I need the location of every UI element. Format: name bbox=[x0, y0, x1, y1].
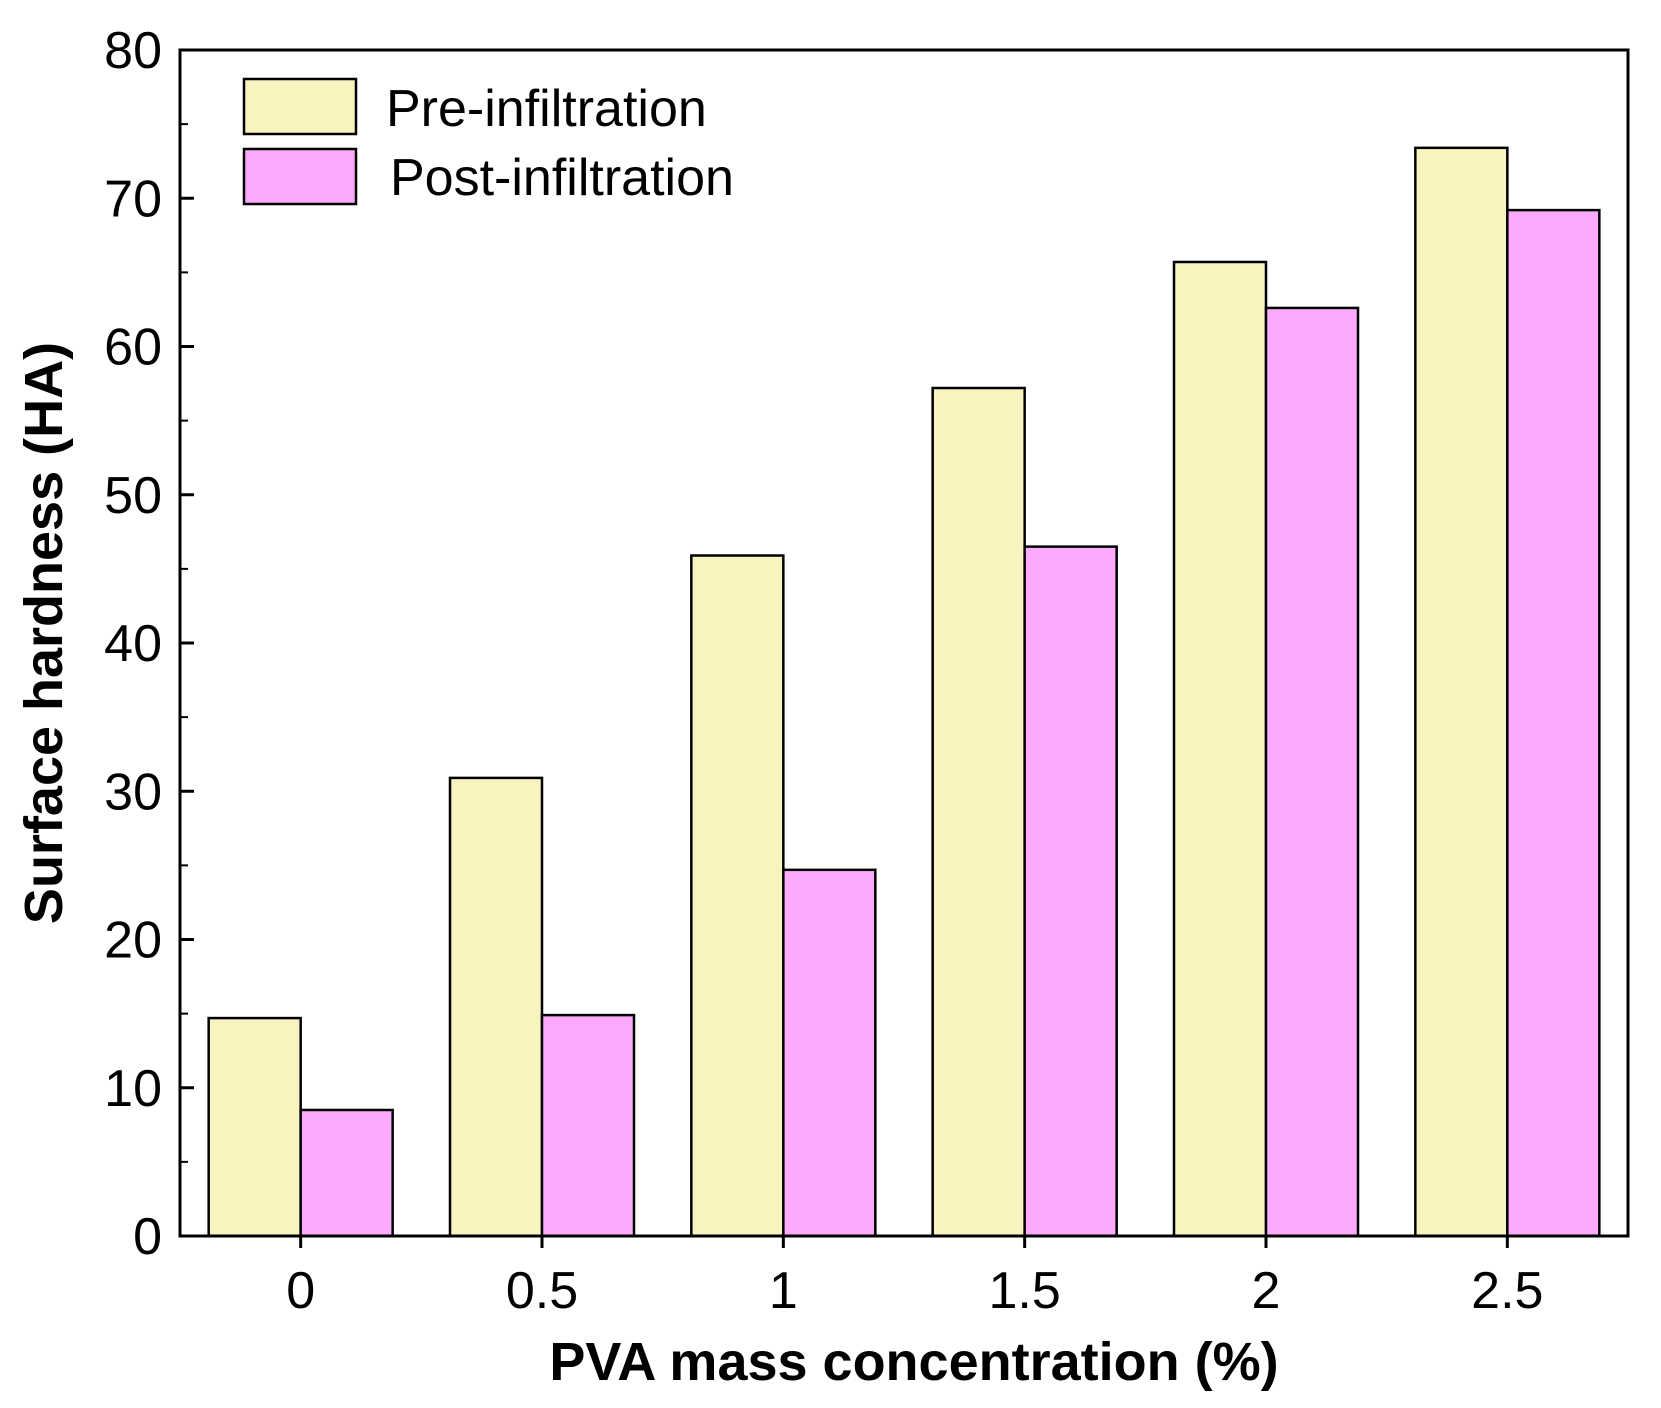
y-tick-label: 30 bbox=[104, 763, 162, 821]
legend-swatch-pre-infiltration bbox=[242, 77, 358, 136]
legend-swatch-post-infiltration bbox=[242, 147, 358, 206]
x-tick-label: 1 bbox=[769, 1262, 798, 1320]
x-tick-label: 2 bbox=[1252, 1262, 1281, 1320]
bar-pre-infiltration-0 bbox=[207, 1016, 302, 1238]
y-tick-label: 0 bbox=[133, 1208, 162, 1266]
y-tick-label: 60 bbox=[104, 319, 162, 377]
bar-pre-infiltration-1 bbox=[690, 554, 785, 1238]
y-axis-title: Surface hardness (HA) bbox=[14, 342, 74, 924]
y-tick-label: 20 bbox=[104, 912, 162, 970]
bar-post-infiltration-2 bbox=[1264, 306, 1360, 1238]
y-tick-label: 50 bbox=[104, 467, 162, 525]
bar-post-infiltration-1 bbox=[782, 868, 877, 1238]
x-tick-label: 0.5 bbox=[506, 1262, 578, 1320]
x-tick-label: 2.5 bbox=[1471, 1262, 1543, 1320]
bar-post-infiltration-0 bbox=[299, 1108, 394, 1238]
ticks-layer: 0 10 20 30 40 50 60 70 80 0 0.5 1 1.5 2 2.5 bbox=[104, 22, 1543, 1320]
plot-frame bbox=[178, 48, 1630, 1238]
bar-post-infiltration-1-5 bbox=[1023, 545, 1118, 1238]
bar-post-infiltration-0-5 bbox=[540, 1013, 636, 1238]
bar-post-infiltration-2-5 bbox=[1506, 208, 1601, 1238]
y-tick-label: 70 bbox=[104, 170, 162, 228]
legend-label-post-infiltration: Post-infiltration bbox=[390, 149, 734, 207]
x-tick-label: 1.5 bbox=[989, 1262, 1061, 1320]
legend-label-pre-infiltration: Pre-infiltration bbox=[386, 80, 707, 138]
y-tick-label: 40 bbox=[104, 615, 162, 673]
x-tick-label: 0 bbox=[286, 1262, 315, 1320]
bar-pre-infiltration-2 bbox=[1172, 260, 1268, 1238]
bars-layer bbox=[207, 146, 1601, 1238]
y-tick-label: 80 bbox=[104, 22, 162, 80]
bar-pre-infiltration-1-5 bbox=[931, 386, 1026, 1238]
x-axis-title: PVA mass concentration (%) bbox=[549, 1332, 1278, 1392]
bar-pre-infiltration-0-5 bbox=[448, 776, 544, 1238]
legend: Pre-infiltration Post-infiltration bbox=[242, 77, 734, 207]
bar-pre-infiltration-2-5 bbox=[1414, 146, 1509, 1238]
y-tick-label: 10 bbox=[104, 1060, 162, 1118]
